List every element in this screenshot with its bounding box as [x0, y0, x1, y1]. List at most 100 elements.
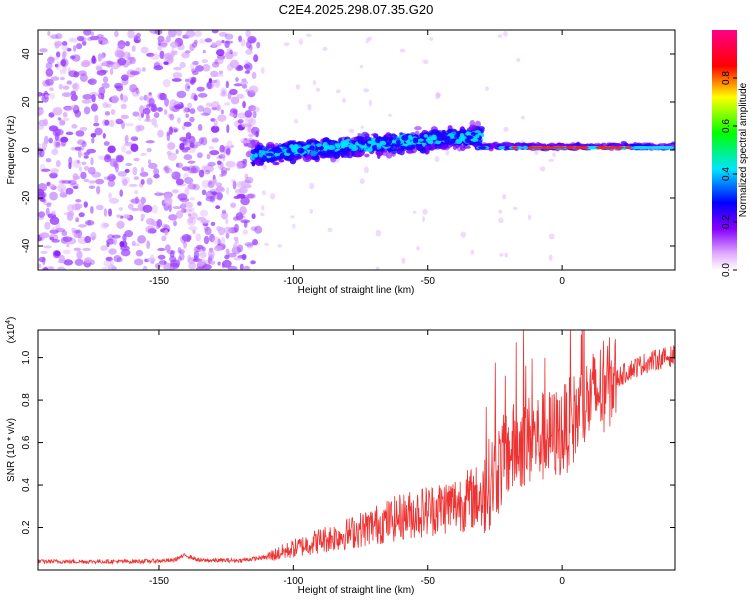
spectrogram-cell	[115, 164, 119, 173]
spectrogram-cell	[87, 219, 92, 226]
spectrogram-cell	[42, 198, 47, 203]
spectrogram-cell	[274, 147, 282, 154]
spectrogram-cell	[294, 119, 298, 124]
spectrogram-cell	[230, 202, 237, 208]
spectrogram-cell	[141, 67, 146, 72]
spectrogram-cell	[228, 252, 237, 258]
spectrogram-cell	[459, 132, 464, 139]
spectrogram-cell	[233, 195, 241, 200]
spectrogram-cell	[242, 229, 249, 235]
spectrogram-cell	[597, 146, 606, 149]
spectrogram-cell	[193, 251, 200, 259]
spectrogram-cell	[202, 49, 206, 54]
spectrogram-cell	[61, 180, 72, 184]
spectrogram-cell	[62, 249, 72, 255]
spectrogram-cell	[61, 230, 68, 237]
spectrogram-cell	[522, 146, 529, 150]
spectrogram-cell	[44, 94, 49, 98]
spectrogram-cell	[444, 139, 452, 145]
spectrogram-cell	[240, 39, 246, 47]
spectrogram-cell	[55, 61, 61, 71]
spectrogram-cell	[180, 235, 187, 244]
spectrogram-cell	[213, 245, 223, 252]
spectrogram-cell	[55, 51, 61, 58]
spectrogram-cell	[363, 88, 370, 93]
spectrogram-cell	[218, 70, 224, 75]
spectrogram-cell	[61, 92, 72, 98]
spectrogram-cell	[256, 41, 261, 49]
spectrogram-cell	[201, 59, 208, 64]
spectrogram-cell	[208, 78, 213, 83]
spectrogram-cell	[81, 40, 87, 46]
spectrogram-cell	[182, 107, 188, 114]
spectrogram-cell	[167, 142, 176, 150]
spectrogram-cell	[90, 132, 97, 138]
spectrogram-cell	[106, 242, 110, 248]
spectrogram-cell	[244, 242, 254, 247]
spectrogram-cell	[38, 256, 46, 263]
spectrogram-cell	[200, 112, 210, 116]
y-tick-label: 0.8	[21, 393, 32, 407]
spectrogram-cell	[179, 136, 188, 142]
spectrogram-cell	[50, 57, 60, 61]
spectrogram-cell	[187, 183, 197, 190]
spectrogram-cell	[194, 30, 203, 38]
spectrogram-cell	[169, 103, 173, 111]
spectrogram-cell	[416, 146, 421, 150]
spectrogram-cell	[183, 121, 192, 127]
spectrogram-cell	[173, 128, 178, 133]
spectrogram-cell	[88, 185, 96, 189]
spectrogram-cell	[125, 41, 130, 47]
spectrogram-cell	[241, 83, 248, 89]
spectrogram-cell	[187, 213, 192, 217]
spectrogram-cell	[368, 99, 372, 107]
spectrogram-cell	[221, 169, 227, 177]
spectrogram-cell	[229, 59, 239, 69]
spectrogram-cell	[184, 50, 191, 54]
spectrogram-cell	[91, 137, 95, 144]
spectrogram-cell	[205, 81, 215, 90]
spectrogram-cell	[287, 140, 297, 146]
spectrogram-cell	[204, 169, 211, 175]
spectrogram-cell	[211, 107, 218, 111]
spectrogram-cell	[193, 39, 198, 45]
spectrogram-cell	[61, 41, 68, 47]
spectrogram-cell	[398, 144, 404, 152]
spectrogram-panel: -150 -100 -50 0 -40 -20 0 20 40 Height of strai…	[6, 29, 676, 296]
spectrogram-cell	[167, 152, 177, 161]
spectrogram-cell	[129, 84, 138, 93]
spectrogram-cell	[632, 146, 640, 150]
spectrogram-cell	[614, 146, 624, 149]
spectrogram-cell	[539, 166, 546, 172]
spectrogram-cell	[127, 30, 135, 39]
spectrogram-cell	[87, 166, 96, 175]
colorbar-tick-label: 0.4	[721, 167, 732, 181]
spectrogram-cell	[286, 148, 291, 154]
spectrogram-cell	[198, 169, 205, 178]
colorbar-tick-label: 0.6	[721, 119, 732, 133]
spectrogram-cell	[264, 242, 270, 246]
spectrogram-cell	[50, 168, 59, 174]
spectrogram-cell	[40, 250, 48, 254]
spectrogram-cell	[213, 79, 221, 88]
spectrogram-cell	[84, 220, 95, 226]
spectrogram-cell	[72, 175, 81, 180]
spectrogram-cell	[135, 249, 144, 257]
spectrogram-cell	[44, 221, 51, 230]
spectrogram-cell	[161, 235, 167, 242]
spectrogram-cell	[211, 61, 220, 68]
spectrogram-cell	[263, 165, 267, 170]
spectrogram-cell	[79, 203, 83, 209]
spectrogram-cell	[140, 196, 146, 204]
spectrogram-cell	[46, 202, 52, 208]
spectrogram-cell	[250, 149, 260, 155]
spectrogram-cell	[134, 189, 139, 195]
spectrogram-cell	[72, 185, 79, 190]
spectrogram-cell	[107, 208, 113, 217]
spectrogram-cell	[183, 240, 187, 249]
spectrogram-cell	[153, 65, 164, 71]
spectrogram-cell	[57, 117, 62, 121]
spectrogram-cell	[149, 30, 159, 34]
spectrogram-cell	[253, 54, 259, 63]
spectrogram-cell	[205, 102, 213, 107]
